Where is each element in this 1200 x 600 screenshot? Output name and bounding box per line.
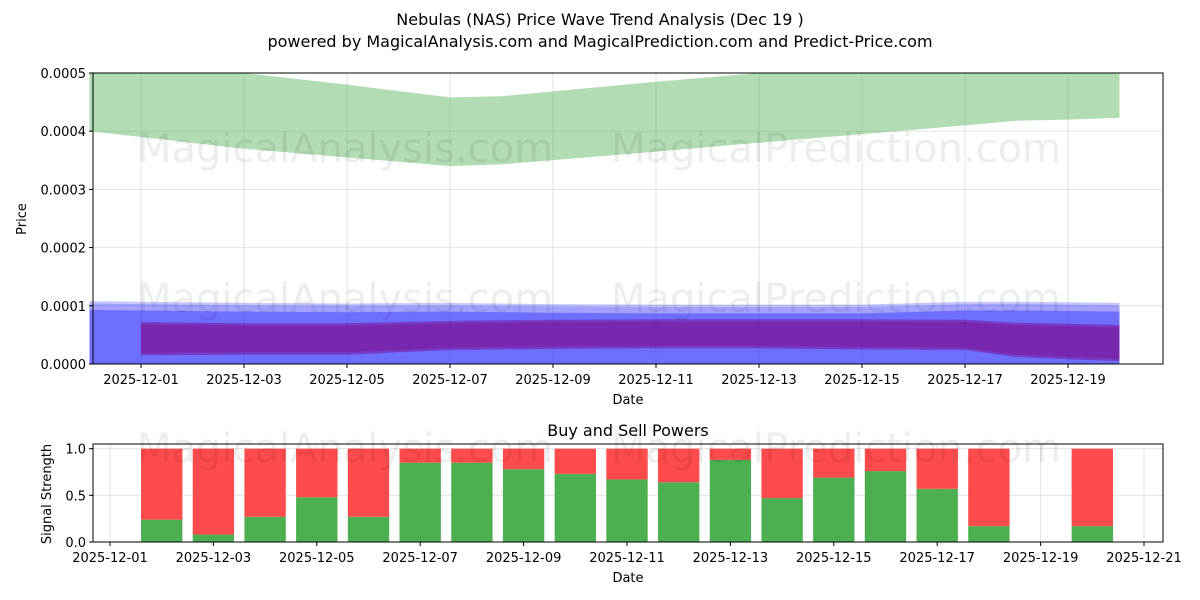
blue-wave-band-core [89,309,1120,364]
price-y-tick-label: 0.0005 [41,67,87,82]
buy-sell-chart: Buy and Sell Powers MagicalAnalysis.com … [40,421,1182,586]
sell-bar [141,448,183,520]
price-y-tick-label: 0.0003 [41,183,87,198]
price-y-tick-label: 0.0000 [41,358,87,373]
buy-bar [554,473,596,542]
watermark-analysis: MagicalAnalysis.com [137,276,553,322]
sell-bar [554,448,596,474]
signal-y-label: Signal Strength [40,444,55,544]
buy-bar [864,471,907,542]
price-x-tick-label: 2025-12-13 [721,373,797,388]
sell-bar [296,448,338,498]
price-x-tick-label: 2025-12-19 [1030,373,1106,388]
price-x-tick-label: 2025-12-15 [824,373,900,388]
sell-bar [968,448,1010,527]
sell-bar [502,448,545,470]
price-wave-chart: MagicalAnalysis.com MagicalPrediction.co… [15,67,1164,408]
signal-watermarks: MagicalAnalysis.com MagicalPrediction.co… [137,426,1061,472]
sell-bar [451,448,493,463]
purple-wave-band [141,319,1120,362]
sell-bar [709,448,752,460]
price-y-axis: 0.0000 0.0001 0.0002 0.0003 0.0004 0.0005 [41,67,93,373]
buy-bar [761,498,803,542]
signal-x-tick-label: 2025-12-09 [486,551,562,566]
signal-x-tick-label: 2025-12-11 [589,551,665,566]
price-x-tick-label: 2025-12-05 [309,373,385,388]
buy-bar [502,469,545,542]
sell-bar [606,448,648,480]
price-y-tick-label: 0.0004 [41,125,87,140]
price-x-tick-label: 2025-12-09 [515,373,591,388]
watermark-analysis: MagicalAnalysis.com [137,126,553,172]
blue-wave-band [89,301,1120,364]
signal-x-tick-label: 2025-12-01 [72,551,148,566]
signal-x-tick-label: 2025-12-15 [796,551,872,566]
signal-y-tick-label: 1.0 [65,443,86,458]
buy-bar [296,497,338,542]
buy-bar [192,534,235,542]
buy-bar [1071,526,1113,542]
price-y-label: Price [15,203,30,235]
signal-x-tick-label: 2025-12-21 [1106,551,1182,566]
watermark-prediction: MagicalPrediction.com [611,276,1061,322]
chart-title: Nebulas (NAS) Price Wave Trend Analysis … [396,10,803,29]
sell-bar [399,448,441,463]
sell-bar [916,448,958,489]
signal-x-tick-label: 2025-12-03 [176,551,252,566]
sell-bar [761,448,803,499]
buy-bar [813,477,855,542]
sell-bar [347,448,390,517]
watermark-prediction: MagicalPrediction.com [611,426,1061,472]
sell-bar [658,448,700,483]
price-x-label: Date [612,393,643,408]
price-watermarks: MagicalAnalysis.com MagicalPrediction.co… [137,126,1061,322]
signal-y-tick-label: 0.0 [65,536,86,551]
signal-bars [141,448,1113,542]
sell-bar [244,448,286,517]
price-y-tick-label: 0.0001 [41,300,87,315]
price-x-tick-label: 2025-12-07 [412,373,488,388]
buy-bar [968,526,1010,542]
price-x-tick-label: 2025-12-03 [206,373,282,388]
purple-wave-band-core [141,321,1120,359]
signal-x-label: Date [612,571,643,586]
buy-bar [709,459,752,542]
buy-bar [141,519,183,542]
sell-bar [864,448,907,472]
signal-x-axis: 2025-12-01 2025-12-03 2025-12-05 2025-12-07… [72,542,1182,566]
buy-bar [451,462,493,542]
sell-bar [813,448,855,478]
buy-bar [347,516,390,542]
signal-x-tick-label: 2025-12-05 [279,551,355,566]
buy-bar [916,488,958,542]
blue-wave-band-inner [89,303,1120,364]
chart-subtitle: powered by MagicalAnalysis.com and Magic… [267,32,932,51]
buy-sell-title: Buy and Sell Powers [547,421,709,440]
signal-x-tick-label: 2025-12-17 [899,551,975,566]
green-wave-band [89,73,1120,167]
price-grid [93,72,1163,365]
sell-bar [192,448,235,535]
buy-bar [606,479,648,542]
buy-bar [399,462,441,542]
watermark-prediction: MagicalPrediction.com [611,126,1061,172]
price-x-tick-label: 2025-12-11 [618,373,694,388]
price-x-tick-label: 2025-12-17 [927,373,1003,388]
signal-x-tick-label: 2025-12-13 [693,551,769,566]
price-plot-frame [92,72,1164,365]
buy-bar [244,516,286,542]
price-bands [89,73,1120,364]
price-x-axis: 2025-12-01 2025-12-03 2025-12-05 2025-12-07… [103,364,1106,388]
watermark-analysis: MagicalAnalysis.com [137,426,553,472]
signal-y-axis: 0.0 0.5 1.0 [65,443,93,551]
sell-bar [1071,448,1113,527]
signal-y-tick-label: 0.5 [65,489,86,504]
signal-x-tick-label: 2025-12-19 [1003,551,1079,566]
signal-plot-frame [92,443,1164,543]
price-x-tick-label: 2025-12-01 [103,373,179,388]
buy-bar [658,482,700,542]
price-y-tick-label: 0.0002 [41,242,87,257]
signal-x-tick-label: 2025-12-07 [382,551,458,566]
